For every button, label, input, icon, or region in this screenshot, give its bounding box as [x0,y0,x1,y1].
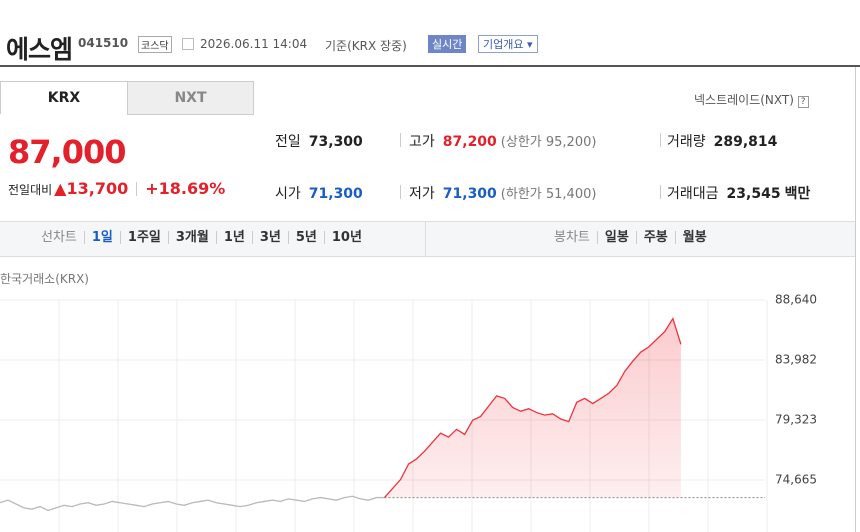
stat-value: 289,814 [713,134,778,150]
y-tick-label: 88,640 [775,293,817,307]
change-label: 전일대비 [8,183,53,197]
stat-label: 거래대금 [667,186,719,202]
chart: 88,640 83,982 79,323 74,665 [0,293,817,532]
period-option[interactable]: 5년 [287,231,324,244]
y-tick-label: 83,982 [775,352,817,366]
stat-label: 거래량 [667,134,706,150]
period-option[interactable]: 1일 [83,231,120,244]
right-border [855,67,856,532]
period-label[interactable]: 봉차트 [554,230,590,245]
stat-value: 71,300 [442,186,497,202]
period-option[interactable]: 주봉 [635,231,675,244]
market-badge: 코스닥 [138,36,172,53]
period-option[interactable]: 3개월 [167,231,216,244]
stat-note: (상한가 95,200) [500,135,597,150]
stock-code: 041510 [78,36,129,50]
period-option[interactable]: 10년 [323,231,369,244]
line [384,316,682,499]
stat-low: 저가 71,300 (하한가 51,400) [409,183,596,203]
tab-nxt[interactable]: NXT [127,81,254,115]
stat-high: 고가 87,200 (상한가 95,200) [409,131,596,151]
period-bar [0,221,855,257]
stat-prev: 전일 73,300 [275,131,363,151]
current-price: 87,000 [8,133,126,171]
header-rule [0,65,860,67]
stock-name: 에스엠 [6,35,73,64]
nxt-link[interactable]: 넥스트레이드(NXT) ? [694,91,809,108]
line-periods: 선차트 1일 1주일 3개월 1년 3년 5년 10년 [34,231,369,244]
period-option[interactable]: 3년 [251,231,288,244]
clock-icon [182,38,194,50]
company-info-button[interactable]: 기업개요 ▾ [478,35,538,53]
stat-amount: 거래대금 23,545 백만 [667,183,810,203]
separator [660,133,661,147]
stat-label: 고가 [409,134,435,150]
stat-value: 71,300 [308,186,363,202]
change-rate: +18.69% [145,179,226,198]
period-divider [425,222,426,256]
stat-value: 73,300 [308,134,363,150]
change-amount: 13,700 [66,179,129,198]
datetime: 2026.06.11 14:04 [200,37,308,51]
line [0,495,385,512]
stat-unit: 백만 [784,186,811,202]
y-tick-label: 74,665 [775,472,817,486]
candle-periods: 봉차트 일봉 주봉 월봉 [547,231,714,244]
separator [400,133,401,147]
company-info-text: 기업개요 [483,38,524,51]
separator [660,185,661,199]
stat-open: 시가 71,300 [275,183,363,203]
tab-krx[interactable]: KRX [0,81,128,114]
area [384,318,681,498]
stat-volume: 거래량 289,814 [667,131,777,151]
period-option[interactable]: 1주일 [119,231,168,244]
basis: 기준(KRX 장중) [325,39,407,53]
stat-label: 시가 [275,186,301,202]
stat-value: 87,200 [442,134,497,150]
stat-value: 23,545 [726,186,781,202]
nxt-link-text: 넥스트레이드(NXT) [694,93,794,107]
stat-label: 저가 [409,186,435,202]
period-option[interactable]: 월봉 [674,231,714,244]
period-option[interactable]: 1년 [215,231,252,244]
separator [400,185,401,199]
realtime-badge[interactable]: 실시간 [428,35,467,53]
y-tick-label: 79,323 [775,412,817,426]
chart-title: 한국거래소(KRX) [0,272,89,286]
period-option[interactable]: 일봉 [596,231,636,244]
period-label[interactable]: 선차트 [41,230,77,245]
price-change: 전일대비 ▲ 13,700 +18.69% [8,179,226,198]
stat-label: 전일 [275,134,301,150]
stat-note: (하한가 51,400) [500,187,597,202]
